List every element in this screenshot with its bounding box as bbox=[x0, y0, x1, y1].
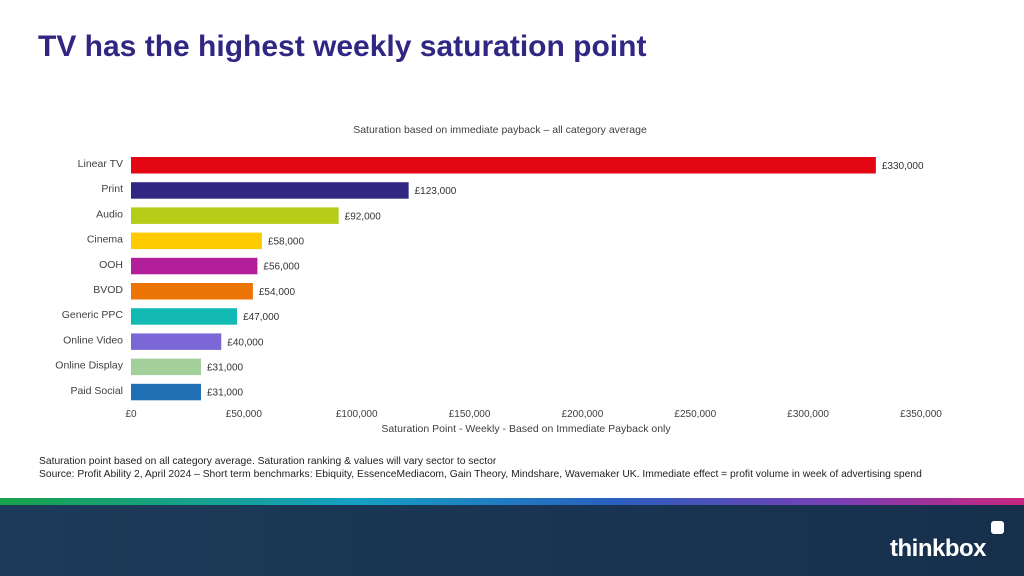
bar-9 bbox=[131, 383, 201, 401]
category-label: Audio bbox=[96, 208, 123, 220]
x-tick-label: £200,000 bbox=[562, 409, 604, 420]
category-label: OOH bbox=[99, 259, 123, 271]
thinkbox-logo-mark bbox=[991, 521, 1004, 534]
footnote-source: Source: Profit Ability 2, April 2024 – S… bbox=[39, 469, 922, 480]
footnote: Saturation point based on all category a… bbox=[39, 455, 999, 481]
data-label: £58,000 bbox=[268, 236, 305, 247]
data-label: £31,000 bbox=[207, 362, 244, 373]
category-label: Linear TV bbox=[78, 158, 123, 170]
chart-title: Saturation based on immediate payback – … bbox=[353, 124, 647, 136]
bar-7 bbox=[131, 333, 222, 350]
category-label: Online Display bbox=[55, 360, 123, 372]
bar-2 bbox=[131, 207, 339, 224]
footnote-line-1: Saturation point based on all category a… bbox=[39, 456, 497, 467]
gradient-stripe bbox=[0, 498, 1024, 505]
page-title: TV has the highest weekly saturation poi… bbox=[38, 30, 647, 63]
bar-1 bbox=[131, 182, 409, 199]
x-tick-label: £250,000 bbox=[674, 409, 716, 420]
x-tick-label: £150,000 bbox=[449, 409, 491, 420]
data-label: £54,000 bbox=[259, 287, 296, 298]
bar-8 bbox=[131, 358, 201, 376]
category-label: Generic PPC bbox=[62, 309, 124, 321]
data-label: £92,000 bbox=[345, 211, 382, 222]
data-label: £56,000 bbox=[263, 262, 300, 273]
data-label: £31,000 bbox=[207, 388, 244, 399]
x-tick-label: £350,000 bbox=[900, 409, 942, 420]
footer-bar: thinkbox bbox=[0, 505, 1024, 576]
bar-3 bbox=[131, 232, 262, 250]
category-label: Online Video bbox=[63, 334, 123, 346]
x-tick-label: £50,000 bbox=[226, 409, 263, 420]
x-tick-label: £300,000 bbox=[787, 409, 829, 420]
data-label: £123,000 bbox=[415, 186, 457, 197]
bar-6 bbox=[131, 308, 238, 325]
bar-0 bbox=[131, 157, 876, 174]
bar-4 bbox=[131, 257, 258, 275]
bar-5 bbox=[131, 283, 253, 300]
data-label: £47,000 bbox=[243, 312, 280, 323]
thinkbox-logo: thinkbox bbox=[890, 535, 987, 562]
category-label: Print bbox=[101, 183, 123, 195]
x-tick-label: £100,000 bbox=[336, 409, 378, 420]
x-axis-label: Saturation Point - Weekly - Based on Imm… bbox=[381, 423, 671, 435]
data-label: £330,000 bbox=[882, 161, 924, 172]
x-tick-label: £0 bbox=[125, 409, 137, 420]
data-label: £40,000 bbox=[227, 337, 264, 348]
category-label: Paid Social bbox=[70, 385, 123, 397]
category-label: BVOD bbox=[93, 284, 123, 296]
category-label: Cinema bbox=[87, 234, 123, 246]
